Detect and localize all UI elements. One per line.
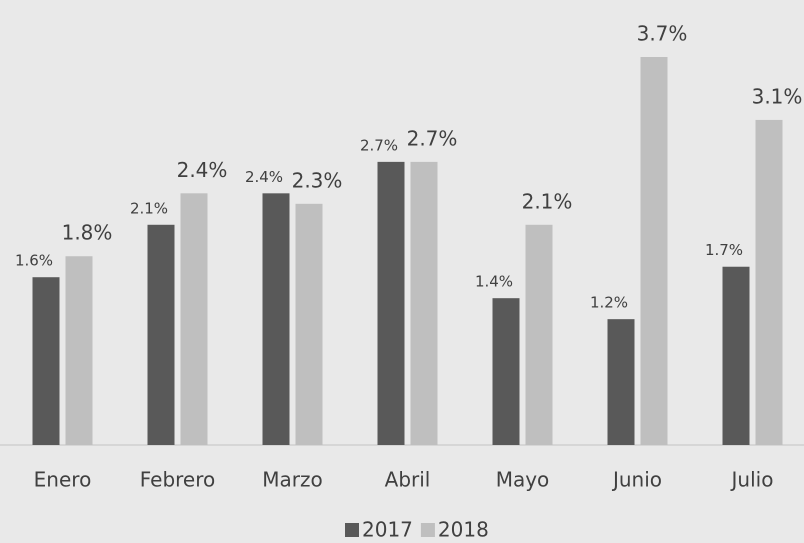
bar — [722, 266, 750, 445]
bar — [410, 161, 438, 445]
bar — [262, 193, 290, 445]
bar — [607, 319, 635, 445]
bar — [377, 161, 405, 445]
value-label: 2.7% — [360, 136, 398, 154]
x-tick-label: Mayo — [496, 468, 550, 492]
value-label: 2.3% — [292, 168, 343, 192]
bar — [755, 119, 783, 446]
legend-swatch — [420, 523, 435, 537]
bar — [640, 57, 668, 445]
bar — [65, 256, 93, 445]
x-tick-label: Julio — [730, 468, 774, 492]
value-label: 2.4% — [177, 158, 228, 182]
value-label: 1.4% — [475, 273, 513, 291]
value-label: 1.8% — [62, 221, 113, 245]
x-tick-label: Enero — [34, 468, 92, 492]
bar — [147, 224, 175, 445]
value-label: 1.2% — [590, 294, 628, 312]
value-label: 3.1% — [752, 84, 803, 108]
x-tick-label: Marzo — [262, 468, 322, 492]
x-tick-label: Abril — [385, 468, 431, 492]
value-label: 2.7% — [407, 126, 458, 150]
legend-swatch — [345, 523, 359, 537]
value-label: 2.1% — [130, 199, 168, 217]
value-label: 3.7% — [637, 22, 688, 46]
legend-label: 2017 — [362, 518, 413, 542]
value-label: 1.7% — [705, 241, 743, 259]
bar — [180, 193, 208, 445]
value-label: 2.1% — [522, 189, 573, 213]
x-tick-label: Febrero — [140, 468, 216, 492]
bar — [525, 224, 553, 445]
legend-label: 2018 — [438, 518, 489, 542]
value-label: 1.6% — [15, 252, 53, 270]
x-tick-label: Junio — [611, 468, 662, 492]
value-label: 2.4% — [245, 168, 283, 186]
bar — [295, 203, 323, 445]
bar — [492, 298, 520, 445]
bar — [32, 277, 60, 445]
